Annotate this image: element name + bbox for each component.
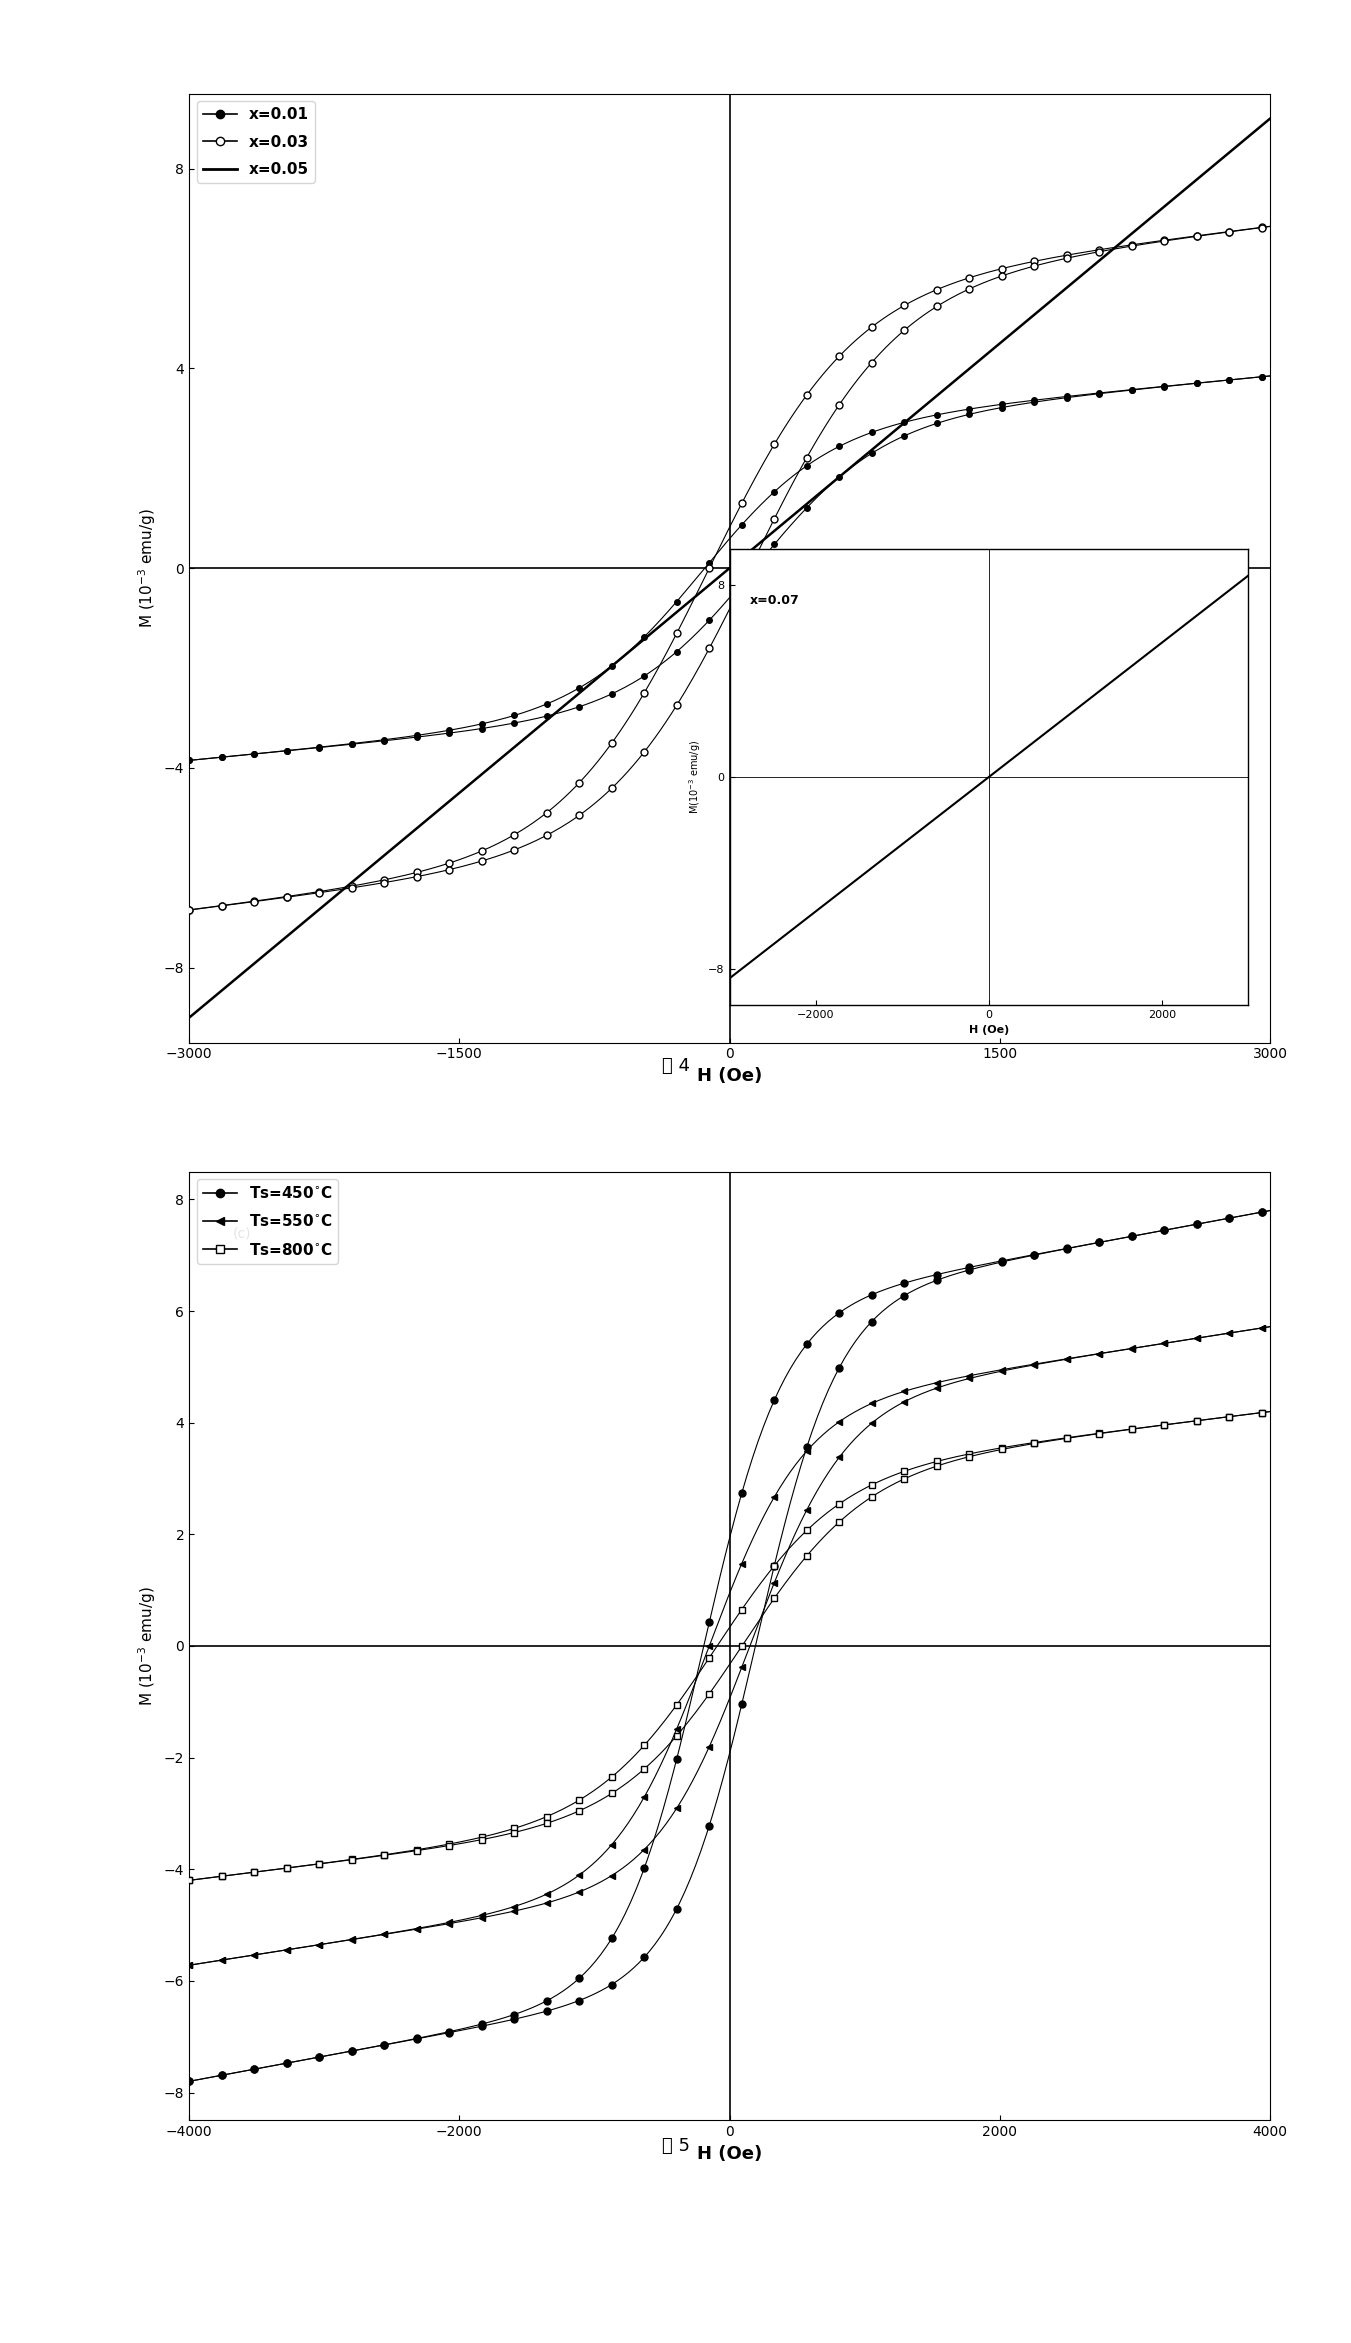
- Text: (c): (c): [232, 1228, 251, 1242]
- X-axis label: H (Oe): H (Oe): [697, 1066, 762, 1085]
- Y-axis label: M (10$^{-3}$ emu/g): M (10$^{-3}$ emu/g): [136, 508, 158, 628]
- Text: 图 5: 图 5: [662, 2137, 689, 2156]
- Legend: x=0.01, x=0.03, x=0.05: x=0.01, x=0.03, x=0.05: [197, 101, 315, 183]
- Y-axis label: M (10$^{-3}$ emu/g): M (10$^{-3}$ emu/g): [136, 1586, 158, 1706]
- Text: 图 4: 图 4: [662, 1057, 689, 1075]
- X-axis label: H (Oe): H (Oe): [697, 2144, 762, 2163]
- Legend: Ts=450$^{\circ}$C, Ts=550$^{\circ}$C, Ts=800$^{\circ}$C: Ts=450$^{\circ}$C, Ts=550$^{\circ}$C, Ts…: [197, 1179, 338, 1263]
